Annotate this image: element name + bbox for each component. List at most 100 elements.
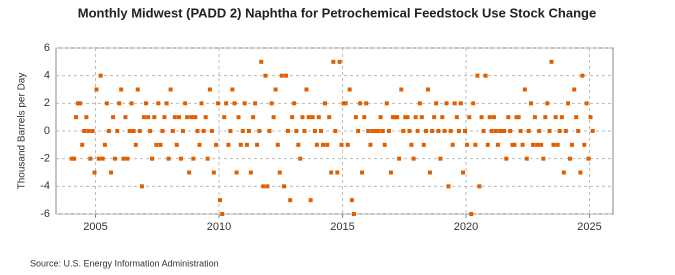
point	[321, 142, 326, 147]
point	[164, 101, 169, 106]
point	[86, 129, 91, 133]
point	[333, 129, 338, 133]
point	[335, 170, 340, 175]
point	[156, 101, 161, 106]
point	[191, 156, 196, 161]
point	[386, 129, 391, 133]
point	[477, 184, 482, 189]
point	[125, 156, 130, 161]
x-tick-label: 2005	[83, 221, 107, 233]
point	[199, 101, 204, 106]
point	[72, 156, 77, 161]
point	[463, 129, 468, 133]
point	[351, 212, 356, 216]
point	[568, 156, 573, 161]
x-tick-label: 2020	[454, 221, 478, 233]
point	[259, 59, 264, 64]
point	[226, 142, 231, 147]
point	[543, 115, 548, 120]
point	[288, 198, 293, 203]
point	[137, 129, 142, 133]
point	[588, 115, 593, 120]
point	[218, 198, 223, 203]
point	[481, 129, 486, 133]
point	[74, 115, 79, 120]
point	[193, 115, 198, 120]
point	[349, 198, 354, 203]
point	[312, 129, 317, 133]
point	[228, 129, 233, 133]
point	[561, 170, 566, 175]
point	[382, 142, 387, 147]
point	[207, 87, 212, 92]
point	[127, 129, 132, 133]
point	[395, 115, 400, 120]
point	[535, 142, 540, 147]
point	[119, 87, 124, 92]
chart-title: Monthly Midwest (PADD 2) Naphtha for Pet…	[78, 5, 596, 20]
point	[353, 115, 358, 120]
point	[209, 129, 214, 133]
point	[469, 212, 474, 216]
point	[141, 115, 146, 120]
point	[238, 142, 243, 147]
point	[166, 156, 171, 161]
point	[84, 115, 89, 120]
point	[528, 101, 533, 106]
source-note: Source: U.S. Energy Information Administ…	[30, 258, 219, 268]
point	[456, 129, 461, 133]
point	[310, 115, 315, 120]
y-axis-label: Thousand Barrels per Day	[17, 73, 28, 190]
point	[508, 129, 513, 133]
point	[578, 170, 583, 175]
point	[495, 142, 500, 147]
point	[413, 115, 418, 120]
point	[180, 129, 185, 133]
point	[240, 129, 245, 133]
y-tick-label: 4	[44, 70, 50, 82]
point	[432, 115, 437, 120]
point	[277, 170, 282, 175]
point	[248, 170, 253, 175]
point	[290, 115, 295, 120]
point	[362, 115, 367, 120]
point	[401, 129, 406, 133]
point	[532, 115, 537, 120]
point	[269, 101, 274, 106]
y-tick-label: 0	[44, 125, 50, 137]
point	[261, 184, 266, 189]
x-tick-label: 2025	[577, 221, 601, 233]
point	[232, 101, 237, 106]
point	[586, 156, 591, 161]
point	[524, 156, 529, 161]
point	[255, 142, 260, 147]
point	[123, 115, 128, 120]
point	[205, 156, 210, 161]
point	[584, 101, 589, 106]
point	[129, 101, 134, 106]
point	[555, 142, 560, 147]
point	[364, 101, 369, 106]
point	[102, 142, 107, 147]
point	[516, 115, 521, 120]
point	[409, 142, 414, 147]
point	[150, 156, 155, 161]
point	[279, 73, 284, 78]
point	[424, 129, 429, 133]
point	[281, 184, 286, 189]
point	[504, 156, 509, 161]
point	[322, 101, 327, 106]
point	[376, 129, 381, 133]
point	[201, 129, 206, 133]
point	[541, 156, 546, 161]
point	[135, 87, 140, 92]
point	[522, 87, 527, 92]
point	[366, 129, 371, 133]
point	[133, 142, 138, 147]
point	[177, 115, 182, 120]
point	[197, 142, 202, 147]
point	[298, 156, 303, 161]
point	[314, 142, 319, 147]
